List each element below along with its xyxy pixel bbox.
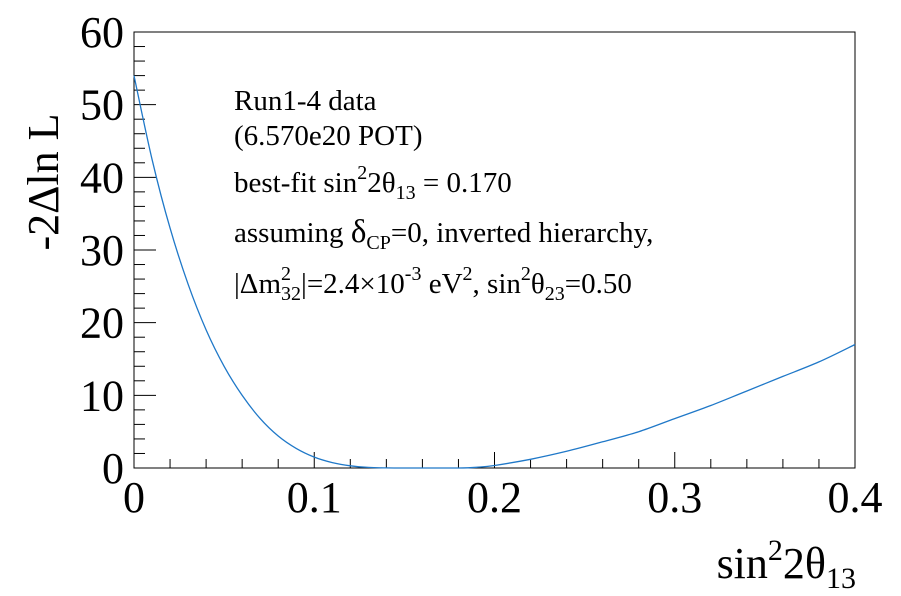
axis-tick-labels: 0 0.1 0.2 0.3 0.4 0 10 20 30 40 50 60 (80, 8, 883, 522)
x-tick-label: 0.4 (828, 473, 883, 522)
series-curve (133, 75, 856, 469)
y-tick-label: 30 (80, 226, 124, 275)
annotation-line-4: assuming δCP=0, inverted hierarchy, (234, 214, 653, 254)
annotation-block: Run1-4 data (6.570e20 POT) best-fit sin2… (234, 85, 653, 305)
x-tick-label: 0 (123, 473, 145, 522)
y-tick-label: 10 (80, 371, 124, 420)
y-tick-label: 0 (102, 444, 124, 493)
x-tick-label: 0.3 (647, 473, 702, 522)
y-tick-label: 20 (80, 299, 124, 348)
series-line (133, 75, 856, 469)
y-tick-label: 50 (80, 81, 124, 130)
y-axis-label: -2Δln L (19, 113, 68, 250)
annotation-line-5: |Δm2 32|=2.4×10-3 eV2, sin2θ23=0.50 (234, 263, 632, 305)
annotation-line-1: Run1-4 data (234, 85, 377, 117)
y-tick-label: 40 (80, 153, 124, 202)
x-tick-label: 0.1 (287, 473, 342, 522)
axis-ticks (133, 31, 856, 469)
annotation-line-2: (6.570e20 POT) (234, 120, 422, 152)
x-tick-label: 0.2 (467, 473, 522, 522)
y-tick-label: 60 (80, 8, 124, 57)
x-axis-label: sin22θ13 (717, 534, 856, 595)
annotation-line-3: best-fit sin22θ13 = 0.170 (234, 162, 512, 204)
